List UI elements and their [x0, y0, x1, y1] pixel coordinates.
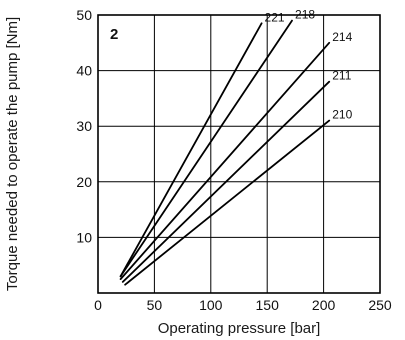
x-tick-label: 250 — [368, 297, 392, 313]
plot-frame — [97, 14, 381, 294]
x-tick-label: 50 — [147, 297, 163, 313]
series-label-211: 211 — [332, 69, 351, 83]
x-tick-label: 150 — [256, 297, 280, 313]
y-tick-label: 30 — [76, 118, 92, 134]
x-tick-label: 100 — [199, 297, 223, 313]
panel-label: 2 — [110, 26, 118, 43]
series-line-210 — [124, 119, 331, 286]
x-tick-label: 0 — [94, 297, 102, 313]
series-line-214 — [119, 41, 331, 280]
series-label-210: 210 — [332, 108, 352, 122]
grid — [98, 15, 380, 293]
series-label-214: 214 — [332, 30, 352, 44]
y-tick-labels: 10 20 30 40 50 — [76, 7, 92, 245]
x-tick-labels: 0 50 100 150 200 250 — [94, 297, 392, 313]
y-tick-label: 10 — [76, 229, 92, 245]
y-tick-label: 40 — [76, 63, 92, 79]
series-lines — [119, 19, 331, 286]
series-line-221 — [119, 22, 263, 278]
y-axis-label: Torque needed to operate the pump [Nm] — [4, 17, 21, 291]
x-tick-label: 200 — [312, 297, 336, 313]
series-line-218 — [119, 19, 293, 278]
series-label-221: 221 — [265, 10, 285, 24]
series-line-211 — [121, 80, 331, 283]
y-tick-label: 20 — [76, 174, 92, 190]
x-axis-label: Operating pressure [bar] — [158, 320, 321, 337]
y-tick-label: 50 — [76, 7, 92, 23]
